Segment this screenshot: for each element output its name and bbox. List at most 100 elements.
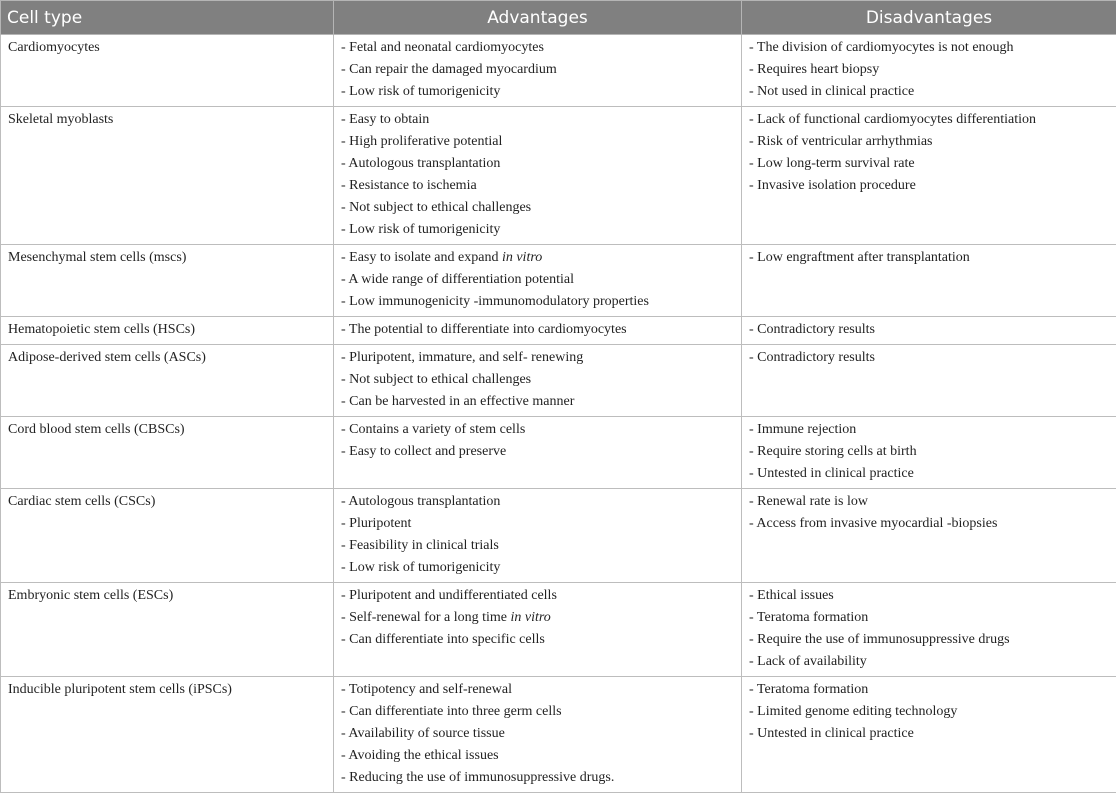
disadvantages-cell: - Lack of functional cardiomyocytes diff… <box>742 107 1116 245</box>
advantages-cell: - Easy to obtain - High proliferative pot… <box>334 107 742 245</box>
advantages-cell: - Fetal and neonatal cardiomyocytes - Can… <box>334 35 742 107</box>
item-text: - Pluripotent <box>341 516 411 531</box>
disadvantage-item: - Low long-term survival rate <box>749 153 1109 175</box>
item-text: - Risk of ventricular arrhythmias <box>749 134 933 149</box>
item-text: - Ethical issues <box>749 588 834 603</box>
disadvantage-item: - Untested in clinical practice <box>749 723 1109 745</box>
item-text: - Easy to collect and preserve <box>341 444 506 459</box>
advantages-cell: - Totipotency and self-renewal - Can diff… <box>334 677 742 793</box>
disadvantage-item: - Limited genome editing technology <box>749 701 1109 723</box>
header-row: Cell type Advantages Disadvantages <box>1 1 1116 35</box>
disadvantage-item: - Risk of ventricular arrhythmias <box>749 131 1109 153</box>
disadvantages-cell: - Contradictory results <box>742 317 1116 345</box>
disadvantage-item: - Requires heart biopsy <box>749 59 1109 81</box>
advantage-item: - Can be harvested in an effective manne… <box>341 391 734 413</box>
advantage-item: - Easy to collect and preserve <box>341 441 734 463</box>
item-text: - The potential to differentiate into ca… <box>341 322 627 337</box>
item-text: - Reducing the use of immunosuppressive … <box>341 770 614 785</box>
item-text: - Teratoma formation <box>749 682 868 697</box>
disadvantage-item: - Not used in clinical practice <box>749 81 1109 103</box>
item-text: - Availability of source tissue <box>341 726 505 741</box>
disadvantage-item: - Teratoma formation <box>749 679 1109 701</box>
item-text: - Low engraftment after transplantation <box>749 250 970 265</box>
advantages-cell: - Autologous transplantation - Pluripoten… <box>334 489 742 583</box>
advantage-item: - Self-renewal for a long time in vitro <box>341 607 734 629</box>
disadvantage-item: - The division of cardiomyocytes is not … <box>749 37 1109 59</box>
disadvantages-cell: - The division of cardiomyocytes is not … <box>742 35 1116 107</box>
item-text: - Limited genome editing technology <box>749 704 957 719</box>
advantage-item: - A wide range of differentiation potent… <box>341 269 734 291</box>
advantage-item: - Fetal and neonatal cardiomyocytes <box>341 37 734 59</box>
item-text: - Easy to obtain <box>341 112 429 127</box>
advantage-item: - Not subject to ethical challenges <box>341 369 734 391</box>
cell-type: Mesenchymal stem cells (mscs) <box>1 245 334 317</box>
item-text: - Autologous transplantation <box>341 156 500 171</box>
disadvantages-cell: - Ethical issues - Teratoma formation - Re… <box>742 583 1116 677</box>
disadvantage-item: - Immune rejection <box>749 419 1109 441</box>
disadvantage-item: - Invasive isolation procedure <box>749 175 1109 197</box>
advantage-item: - Low risk of tumorigenicity <box>341 219 734 241</box>
item-text: - Not subject to ethical challenges <box>341 200 531 215</box>
item-text: - A wide range of differentiation potent… <box>341 272 574 287</box>
item-text: - The division of cardiomyocytes is not … <box>749 40 1014 55</box>
cell-type: Inducible pluripotent stem cells (iPSCs) <box>1 677 334 793</box>
cell-type: Cardiomyocytes <box>1 35 334 107</box>
cell-type: Cord blood stem cells (CBSCs) <box>1 417 334 489</box>
advantage-item: - Easy to isolate and expand in vitro <box>341 247 734 269</box>
cell-type: Embryonic stem cells (ESCs) <box>1 583 334 677</box>
item-text: - Renewal rate is low <box>749 494 868 509</box>
advantage-item: - Low immunogenicity -immunomodulatory p… <box>341 291 734 313</box>
table-row: Cardiac stem cells (CSCs)- Autologous tr… <box>1 489 1116 583</box>
item-text: - Not used in clinical practice <box>749 84 914 99</box>
advantage-item: - Low risk of tumorigenicity <box>341 557 734 579</box>
advantages-cell: - Easy to isolate and expand in vitro - A… <box>334 245 742 317</box>
advantage-item: - Availability of source tissue <box>341 723 734 745</box>
disadvantage-item: - Require storing cells at birth <box>749 441 1109 463</box>
item-text: - Fetal and neonatal cardiomyocytes <box>341 40 544 55</box>
item-text: - Can differentiate into three germ cell… <box>341 704 562 719</box>
advantage-item: - Can differentiate into specific cells <box>341 629 734 651</box>
disadvantage-item: - Access from invasive myocardial -biops… <box>749 513 1109 535</box>
disadvantage-item: - Require the use of immunosuppressive d… <box>749 629 1109 651</box>
disadvantages-cell: - Renewal rate is low - Access from invas… <box>742 489 1116 583</box>
disadvantages-cell: - Low engraftment after transplantation <box>742 245 1116 317</box>
disadvantage-item: - Renewal rate is low <box>749 491 1109 513</box>
advantage-item: - Can repair the damaged myocardium <box>341 59 734 81</box>
item-text: - Untested in clinical practice <box>749 466 914 481</box>
cell-type: Adipose-derived stem cells (ASCs) <box>1 345 334 417</box>
advantages-cell: - Pluripotent, immature, and self- renew… <box>334 345 742 417</box>
item-text: - Contradictory results <box>749 350 875 365</box>
item-text: - Low long-term survival rate <box>749 156 915 171</box>
disadvantage-item: - Lack of availability <box>749 651 1109 673</box>
advantage-item: - Easy to obtain <box>341 109 734 131</box>
advantage-item: - Totipotency and self-renewal <box>341 679 734 701</box>
item-text: - High proliferative potential <box>341 134 502 149</box>
item-text: - Low immunogenicity -immunomodulatory p… <box>341 294 649 309</box>
item-text: - Low risk of tumorigenicity <box>341 222 500 237</box>
advantage-item: - Low risk of tumorigenicity <box>341 81 734 103</box>
item-text: - Requires heart biopsy <box>749 62 879 77</box>
disadvantage-item: - Untested in clinical practice <box>749 463 1109 485</box>
advantage-item: - Not subject to ethical challenges <box>341 197 734 219</box>
item-italic-text: in vitro <box>502 250 542 265</box>
disadvantage-item: - Lack of functional cardiomyocytes diff… <box>749 109 1109 131</box>
cell-type: Cardiac stem cells (CSCs) <box>1 489 334 583</box>
advantage-item: - High proliferative potential <box>341 131 734 153</box>
item-text: - Require the use of immunosuppressive d… <box>749 632 1010 647</box>
advantage-item: - The potential to differentiate into ca… <box>341 319 734 341</box>
item-text: - Can repair the damaged myocardium <box>341 62 557 77</box>
item-italic-text: in vitro <box>511 610 551 625</box>
item-text: - Pluripotent, immature, and self- renew… <box>341 350 583 365</box>
item-text: - Access from invasive myocardial -biops… <box>749 516 997 531</box>
item-text: - Easy to isolate and expand <box>341 250 502 265</box>
disadvantage-item: - Teratoma formation <box>749 607 1109 629</box>
item-text: - Contradictory results <box>749 322 875 337</box>
item-text: - Not subject to ethical challenges <box>341 372 531 387</box>
header-disadvantages: Disadvantages <box>742 1 1116 35</box>
advantage-item: - Resistance to ischemia <box>341 175 734 197</box>
item-text: - Contains a variety of stem cells <box>341 422 525 437</box>
item-text: - Autologous transplantation <box>341 494 500 509</box>
advantages-cell: - Pluripotent and undifferentiated cells… <box>334 583 742 677</box>
item-text: - Self-renewal for a long time <box>341 610 511 625</box>
